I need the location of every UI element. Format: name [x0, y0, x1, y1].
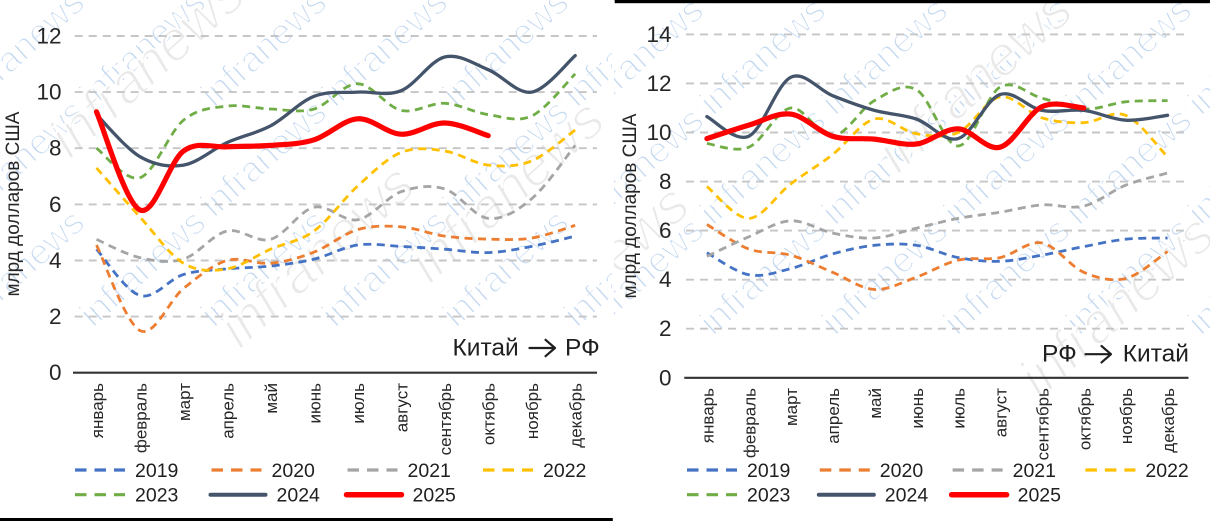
svg-text:январь: январь [698, 388, 717, 443]
svg-text:февраль: февраль [740, 388, 759, 458]
svg-text:июль: июль [950, 388, 969, 429]
svg-text:2022: 2022 [1145, 460, 1188, 482]
svg-text:май: май [866, 388, 885, 419]
svg-text:2019: 2019 [747, 460, 790, 482]
svg-text:0: 0 [659, 365, 672, 390]
svg-text:апрель: апрель [824, 388, 843, 444]
svg-text:октябрь: октябрь [1075, 388, 1094, 450]
svg-text:12: 12 [646, 71, 671, 96]
svg-text:0: 0 [49, 360, 62, 385]
svg-text:октябрь: октябрь [480, 383, 499, 445]
svg-text:август: август [992, 388, 1011, 437]
svg-text:март: март [782, 388, 801, 426]
svg-text:сентябрь: сентябрь [1033, 388, 1052, 461]
svg-text:млрд долларов США: млрд долларов США [3, 111, 24, 296]
svg-text:6: 6 [49, 192, 62, 217]
svg-text:Китай: Китай [1123, 341, 1189, 368]
svg-text:2021: 2021 [1013, 460, 1056, 482]
svg-text:2025: 2025 [413, 485, 457, 507]
svg-text:10: 10 [646, 120, 671, 145]
svg-text:12: 12 [36, 24, 61, 49]
svg-text:апрель: апрель [219, 383, 238, 439]
svg-text:2024: 2024 [277, 485, 321, 507]
svg-text:4: 4 [659, 267, 672, 292]
svg-text:10: 10 [36, 80, 61, 105]
svg-text:май: май [262, 383, 281, 414]
svg-text:февраль: февраль [132, 383, 151, 453]
svg-text:2023: 2023 [135, 485, 178, 507]
svg-text:ноябрь: ноябрь [1117, 388, 1136, 444]
svg-text:июнь: июнь [908, 388, 927, 429]
svg-text:декабрь: декабрь [567, 383, 586, 448]
svg-text:2023: 2023 [747, 485, 790, 507]
svg-text:Китай: Китай [453, 334, 519, 361]
svg-text:2024: 2024 [885, 485, 929, 507]
svg-text:2: 2 [49, 304, 62, 329]
svg-text:млрд долларов США: млрд долларов США [620, 113, 641, 298]
svg-text:4: 4 [49, 248, 62, 273]
svg-text:2021: 2021 [408, 460, 451, 482]
svg-text:2: 2 [659, 316, 672, 341]
svg-text:ноябрь: ноябрь [523, 383, 542, 439]
svg-text:июль: июль [349, 383, 368, 424]
svg-text:РФ: РФ [1042, 341, 1077, 368]
svg-text:август: август [393, 383, 412, 432]
svg-text:декабрь: декабрь [1159, 388, 1178, 453]
svg-text:2020: 2020 [880, 460, 924, 482]
svg-text:6: 6 [659, 218, 672, 243]
svg-text:2019: 2019 [135, 460, 178, 482]
svg-text:РФ: РФ [565, 334, 600, 361]
svg-text:2025: 2025 [1018, 485, 1062, 507]
svg-text:март: март [175, 383, 194, 421]
svg-text:8: 8 [659, 169, 672, 194]
svg-text:январь: январь [88, 383, 107, 438]
svg-text:14: 14 [646, 22, 671, 47]
svg-text:июнь: июнь [306, 383, 325, 424]
svg-text:сентябрь: сентябрь [436, 383, 455, 456]
svg-text:2022: 2022 [543, 460, 586, 482]
svg-text:2020: 2020 [272, 460, 316, 482]
svg-text:8: 8 [49, 136, 62, 161]
